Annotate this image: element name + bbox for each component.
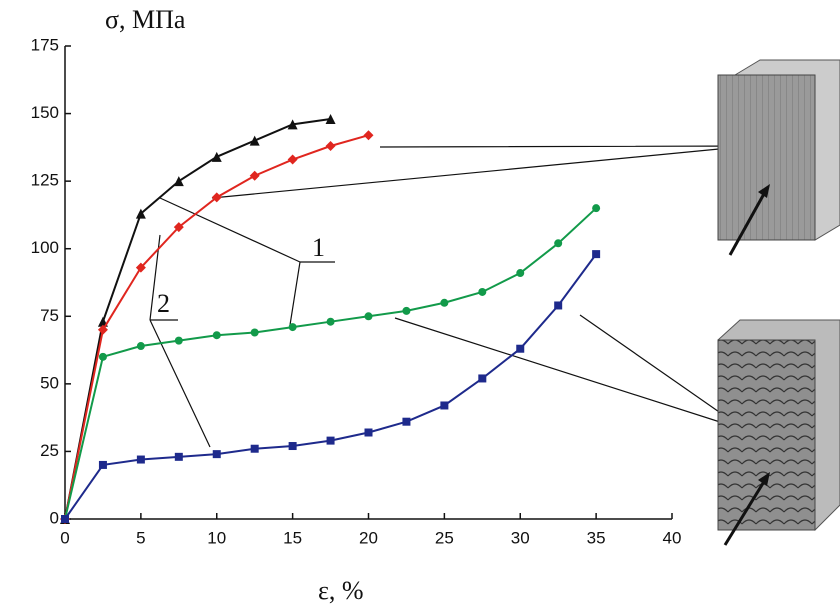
point (173, 222, 184, 233)
x-tick-label: 25 (435, 528, 454, 547)
point (98, 460, 107, 469)
point (288, 442, 297, 451)
y-tick-label: 0 (50, 508, 59, 527)
x-tick-label: 30 (511, 528, 530, 547)
point (325, 141, 336, 152)
point (554, 239, 563, 248)
annotation: 2 (157, 289, 170, 318)
point (212, 331, 221, 340)
point (249, 135, 260, 146)
point (478, 374, 487, 383)
x-tick-label: 10 (207, 528, 226, 547)
point (174, 336, 183, 345)
point (211, 151, 222, 162)
point (592, 204, 601, 213)
point (402, 417, 411, 426)
point (592, 250, 601, 259)
line (64, 253, 597, 520)
y-tick-label: 125 (31, 171, 59, 190)
y-tick-label: 175 (31, 35, 59, 54)
x-tick-label: 20 (359, 528, 378, 547)
y-tick-label: 50 (40, 373, 59, 392)
point (249, 170, 260, 181)
y-tick-label: 75 (40, 306, 59, 325)
point (326, 317, 335, 326)
y-tick-label: 150 (31, 103, 59, 122)
x-tick-label: 0 (60, 528, 69, 547)
y-axis-label: σ, МПа (105, 5, 186, 34)
point (250, 444, 259, 453)
specimen-bottom (717, 319, 840, 546)
point (136, 455, 145, 464)
x-tick-label: 35 (587, 528, 606, 547)
x-tick-label: 5 (136, 528, 145, 547)
point (440, 298, 449, 307)
point (325, 113, 336, 124)
specimen-top (717, 59, 840, 256)
point (402, 306, 411, 315)
x-tick-label: 40 (663, 528, 682, 547)
point (212, 450, 221, 459)
point (135, 208, 146, 219)
point (363, 130, 374, 141)
point (478, 287, 487, 296)
point (250, 328, 259, 337)
line (64, 207, 597, 520)
point (440, 401, 449, 410)
point (516, 269, 525, 278)
point (364, 312, 373, 321)
point (326, 436, 335, 445)
point (98, 352, 107, 361)
point (288, 323, 297, 332)
point (287, 154, 298, 165)
point (173, 176, 184, 187)
point (554, 301, 563, 310)
leaders (149, 145, 751, 448)
line (64, 117, 331, 520)
x-tick-label: 15 (283, 528, 302, 547)
point (61, 515, 69, 523)
point (136, 342, 145, 351)
point (135, 262, 146, 273)
point (516, 344, 525, 353)
point (211, 192, 222, 203)
y-tick-label: 25 (40, 441, 59, 460)
point (97, 324, 108, 335)
y-tick-label: 100 (31, 238, 59, 257)
x-axis-label: ε, % (318, 576, 364, 605)
annotation: 1 (312, 233, 325, 262)
point (364, 428, 373, 437)
point (174, 452, 183, 461)
point (287, 119, 298, 130)
